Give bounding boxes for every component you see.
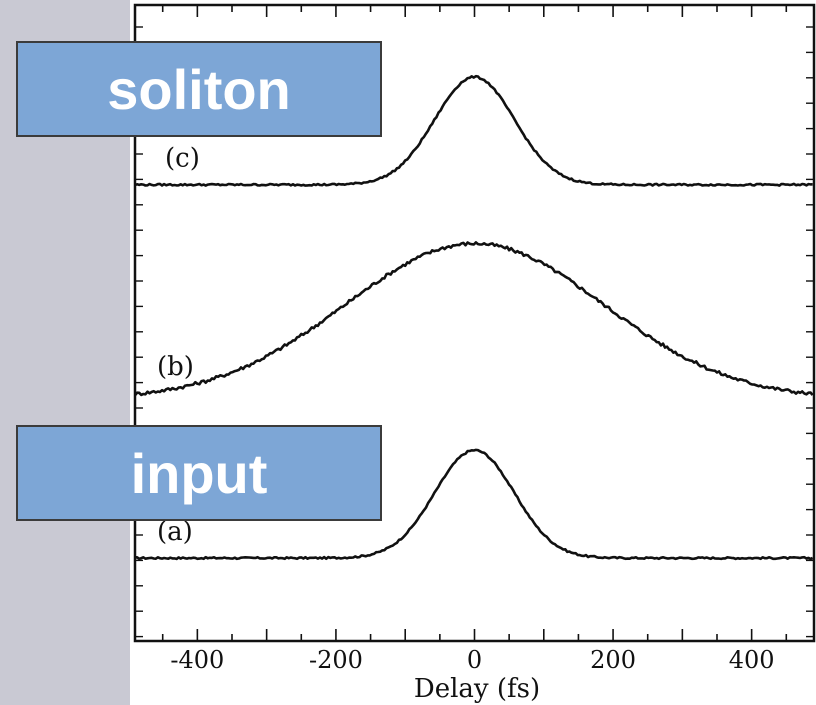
x-axis-title: Delay (fs) xyxy=(414,674,540,704)
x-tick-label: 0 xyxy=(467,646,482,674)
x-tick-label: 200 xyxy=(590,646,636,674)
series-line-c xyxy=(134,74,813,187)
input-callout: input xyxy=(16,425,382,521)
x-tick-label: -400 xyxy=(170,646,224,674)
series-line-b xyxy=(133,241,814,397)
x-tick-label: 400 xyxy=(729,646,775,674)
soliton-callout: soliton xyxy=(16,41,382,137)
series-label-a: (a) xyxy=(157,517,193,547)
series-label-b: (b) xyxy=(157,352,194,382)
x-tick-label: -200 xyxy=(309,646,363,674)
series-line-a xyxy=(134,448,814,561)
panel-labels-group: (a) (b) (c) xyxy=(157,144,200,547)
curves-group xyxy=(133,74,814,561)
chart-plot: -400 -200 0 200 400 (a) (b) (c) Delay (fs) xyxy=(133,3,816,704)
tick-labels-group: -400 -200 0 200 400 xyxy=(170,646,774,674)
series-label-c: (c) xyxy=(165,144,200,174)
